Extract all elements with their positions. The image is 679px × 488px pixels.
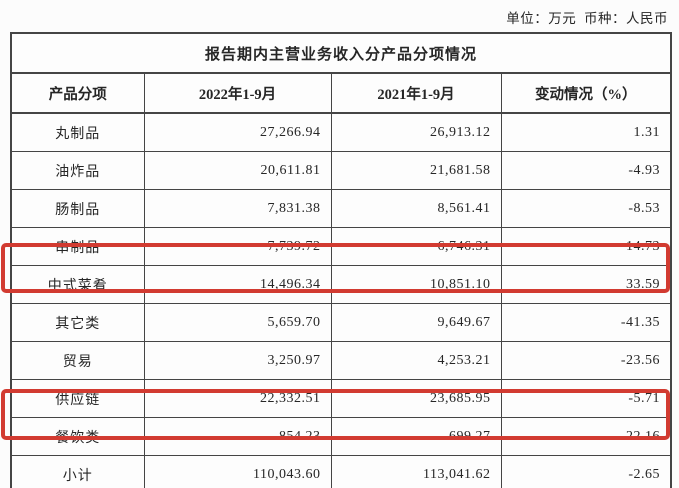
table-row-highlighted-chinese-dishes: 中式菜肴 14,496.34 10,851.10 33.59 bbox=[10, 265, 672, 304]
value-2021-cell: 113,041.62 bbox=[330, 455, 502, 488]
change-cell: 14.73 bbox=[500, 227, 672, 266]
product-cell: 串制品 bbox=[10, 227, 145, 266]
table-row: 油炸品 20,611.81 21,681.58 -4.93 bbox=[10, 151, 672, 190]
table-row: 其它类 5,659.70 9,649.67 -41.35 bbox=[10, 303, 672, 342]
product-cell: 供应链 bbox=[10, 379, 145, 418]
value-2021-cell: 4,253.21 bbox=[330, 341, 502, 380]
change-cell: -5.71 bbox=[500, 379, 672, 418]
change-cell: -41.35 bbox=[500, 303, 672, 342]
product-cell: 丸制品 bbox=[10, 112, 145, 152]
value-2022-cell: 7,739.72 bbox=[143, 227, 332, 266]
table-row: 贸易 3,250.97 4,253.21 -23.56 bbox=[10, 341, 672, 380]
value-2022-cell: 854.23 bbox=[143, 417, 332, 456]
value-2021-cell: 23,685.95 bbox=[330, 379, 502, 418]
change-cell: -2.65 bbox=[500, 455, 672, 488]
value-2022-cell: 110,043.60 bbox=[143, 455, 332, 488]
product-cell: 餐饮类 bbox=[10, 417, 145, 456]
table-row-highlighted-catering: 餐饮类 854.23 699.27 22.16 bbox=[10, 417, 672, 456]
table-row: 肠制品 7,831.38 8,561.41 -8.53 bbox=[10, 189, 672, 228]
change-cell: -8.53 bbox=[500, 189, 672, 228]
unit-currency-note: 单位：万元 币种：人民币 bbox=[506, 11, 668, 26]
table-title-row: 报告期内主营业务收入分产品分项情况 bbox=[10, 32, 672, 74]
product-cell: 贸易 bbox=[10, 341, 145, 380]
change-cell: 22.16 bbox=[500, 417, 672, 456]
value-2021-cell: 10,851.10 bbox=[330, 265, 502, 304]
change-cell: -23.56 bbox=[500, 341, 672, 380]
table-row: 供应链 22,332.51 23,685.95 -5.71 bbox=[10, 379, 672, 418]
table-header-row: 产品分项 2022年1-9月 2021年1-9月 变动情况（%） bbox=[10, 72, 672, 114]
change-cell: -4.93 bbox=[500, 151, 672, 190]
value-2022-cell: 5,659.70 bbox=[143, 303, 332, 342]
value-2021-cell: 21,681.58 bbox=[330, 151, 502, 190]
col-header-change: 变动情况（%） bbox=[500, 72, 672, 114]
value-2021-cell: 8,561.41 bbox=[330, 189, 502, 228]
product-cell: 其它类 bbox=[10, 303, 145, 342]
value-2022-cell: 14,496.34 bbox=[143, 265, 332, 304]
table-row: 串制品 7,739.72 6,746.31 14.73 bbox=[10, 227, 672, 266]
product-cell: 小计 bbox=[10, 455, 145, 488]
table-row: 丸制品 27,266.94 26,913.12 1.31 bbox=[10, 112, 672, 152]
value-2021-cell: 26,913.12 bbox=[330, 112, 502, 152]
col-header-2022: 2022年1-9月 bbox=[143, 72, 332, 114]
value-2021-cell: 6,746.31 bbox=[330, 227, 502, 266]
product-cell: 油炸品 bbox=[10, 151, 145, 190]
change-cell: 1.31 bbox=[500, 112, 672, 152]
change-cell: 33.59 bbox=[500, 265, 672, 304]
value-2021-cell: 699.27 bbox=[330, 417, 502, 456]
value-2021-cell: 9,649.67 bbox=[330, 303, 502, 342]
value-2022-cell: 22,332.51 bbox=[143, 379, 332, 418]
value-2022-cell: 3,250.97 bbox=[143, 341, 332, 380]
product-cell: 中式菜肴 bbox=[10, 265, 145, 304]
table-row-subtotal: 小计 110,043.60 113,041.62 -2.65 bbox=[10, 455, 672, 488]
revenue-table: 报告期内主营业务收入分产品分项情况 产品分项 2022年1-9月 2021年1-… bbox=[10, 32, 673, 488]
col-header-2021: 2021年1-9月 bbox=[330, 72, 502, 114]
col-header-product: 产品分项 bbox=[10, 72, 145, 114]
value-2022-cell: 7,831.38 bbox=[143, 189, 332, 228]
value-2022-cell: 20,611.81 bbox=[143, 151, 332, 190]
table-title: 报告期内主营业务收入分产品分项情况 bbox=[10, 32, 672, 74]
product-cell: 肠制品 bbox=[10, 189, 145, 228]
value-2022-cell: 27,266.94 bbox=[143, 112, 332, 152]
